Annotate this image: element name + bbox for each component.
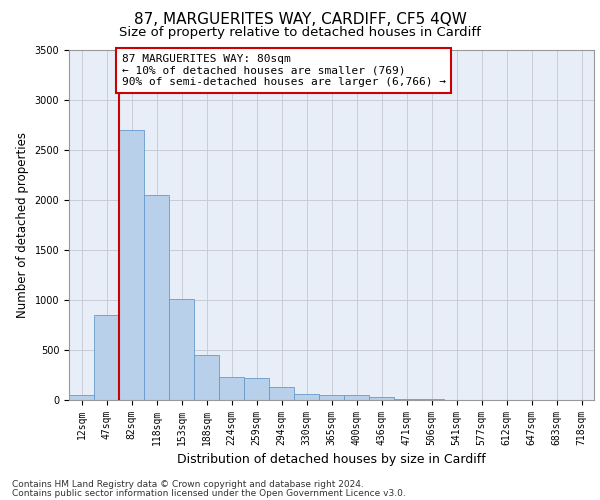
Text: Contains HM Land Registry data © Crown copyright and database right 2024.: Contains HM Land Registry data © Crown c… [12, 480, 364, 489]
Text: 87, MARGUERITES WAY, CARDIFF, CF5 4QW: 87, MARGUERITES WAY, CARDIFF, CF5 4QW [134, 12, 466, 28]
Bar [269, 387, 294, 400]
Y-axis label: Number of detached properties: Number of detached properties [16, 132, 29, 318]
Bar [294, 394, 319, 400]
Bar [94, 314, 119, 400]
Bar [319, 394, 344, 400]
Bar [369, 397, 394, 400]
Bar [144, 195, 169, 400]
Text: Size of property relative to detached houses in Cardiff: Size of property relative to detached ho… [119, 26, 481, 39]
X-axis label: Distribution of detached houses by size in Cardiff: Distribution of detached houses by size … [177, 454, 486, 466]
Bar [169, 299, 194, 400]
Bar [69, 394, 94, 400]
Bar [119, 130, 144, 400]
Text: Contains public sector information licensed under the Open Government Licence v3: Contains public sector information licen… [12, 488, 406, 498]
Bar [419, 399, 444, 400]
Bar [394, 398, 419, 400]
Bar [194, 354, 219, 400]
Bar [344, 394, 369, 400]
Bar [244, 378, 269, 400]
Text: 87 MARGUERITES WAY: 80sqm
← 10% of detached houses are smaller (769)
90% of semi: 87 MARGUERITES WAY: 80sqm ← 10% of detac… [121, 54, 445, 87]
Bar [219, 377, 244, 400]
